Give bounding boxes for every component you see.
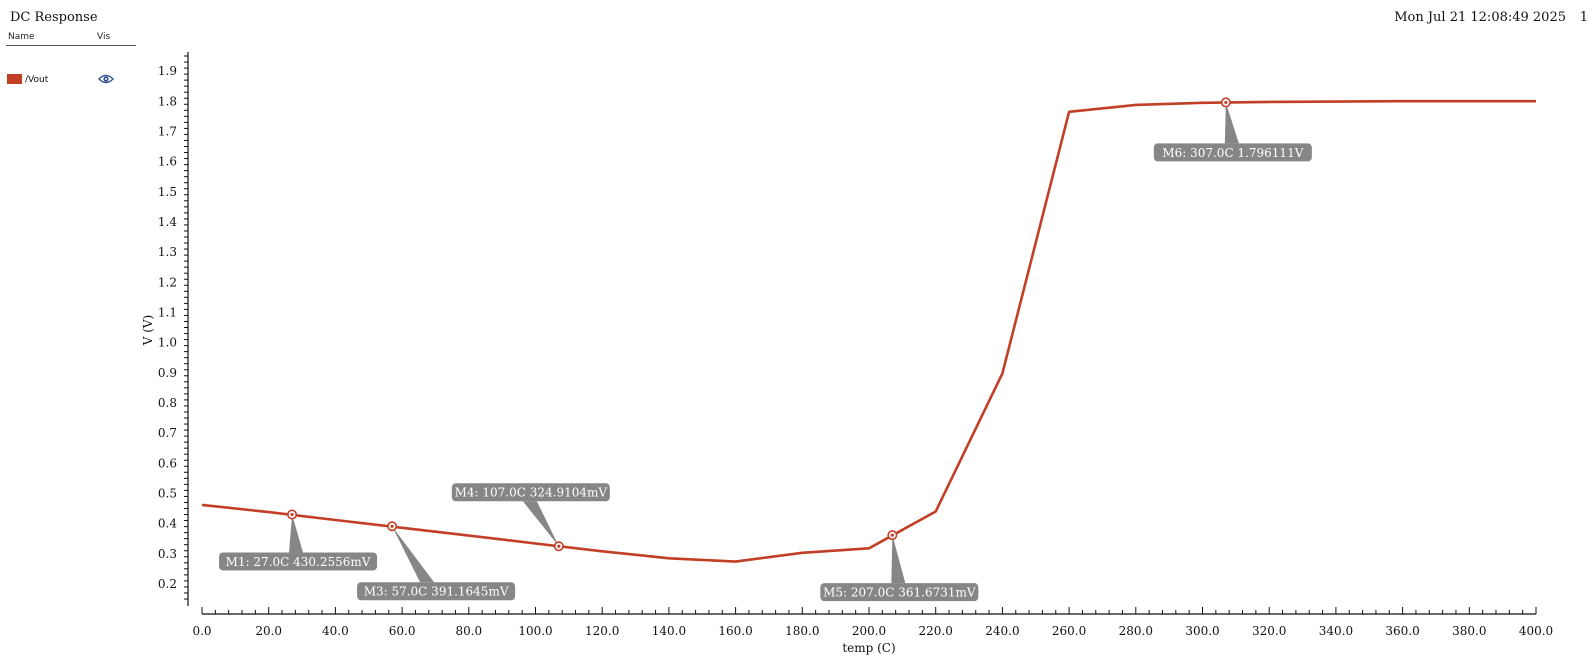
y-tick-label: 0.6: [158, 456, 177, 470]
marker-dot-center: [890, 533, 894, 537]
marker-m5[interactable]: M5: 207.0C 361.6731mV: [820, 530, 979, 602]
y-tick-label: 1.5: [158, 185, 177, 199]
legend-header-name: Name: [8, 32, 35, 42]
y-tick-label: 0.2: [158, 577, 177, 591]
timestamp: Mon Jul 21 12:08:49 2025: [1394, 10, 1566, 25]
y-tick-label: 0.9: [158, 366, 177, 380]
x-tick-label: 200.0: [852, 624, 886, 638]
x-tick-label: 0.0: [192, 624, 211, 638]
y-tick-label: 1.0: [158, 336, 177, 350]
x-tick-label: 140.0: [652, 624, 686, 638]
x-tick-label: 240.0: [985, 624, 1019, 638]
x-tick-label: 280.0: [1119, 624, 1153, 638]
x-axis-title: temp (C): [842, 641, 895, 655]
marker-m3[interactable]: M3: 57.0C 391.1645mV: [357, 521, 516, 601]
marker-label: M3: 57.0C 391.1645mV: [364, 585, 509, 599]
legend-header-vis: Vis: [97, 32, 111, 42]
marker-layer: M1: 27.0C 430.2556mV M3: 57.0C 391.1645mV…: [219, 97, 1312, 602]
x-tick-label: 60.0: [389, 624, 416, 638]
y-tick-label: 0.8: [158, 396, 177, 410]
marker-callout: [289, 514, 304, 553]
series-layer: [201, 99, 1536, 563]
y-tick-label: 1.8: [158, 94, 177, 108]
marker-label-box: [219, 552, 378, 571]
marker-m4[interactable]: M4: 107.0C 324.9104mV: [451, 483, 610, 552]
marker-label: M5: 207.0C 361.6731mV: [823, 586, 976, 600]
x-axis: 0.0 20.0 40.0 60.0 80.0 100.0 120.0 140.0 160.0 1…: [192, 607, 1553, 638]
y-tick-label: 0.5: [158, 486, 177, 500]
x-tick-label: 380.0: [1452, 624, 1486, 638]
marker-dot-center: [1224, 100, 1228, 105]
marker-label-box: [1153, 143, 1312, 162]
marker-label: M6: 307.0C 1.796111V: [1162, 146, 1303, 160]
x-tick-label: 80.0: [455, 624, 482, 638]
x-tick-label: 260.0: [1052, 624, 1086, 638]
y-tick-label: 0.4: [158, 517, 177, 531]
y-axis-title: V (V): [141, 315, 155, 347]
legend-panel: Name Vis /Vout: [6, 32, 136, 88]
x-tick-label: 40.0: [322, 624, 349, 638]
marker-callout: [392, 526, 435, 583]
y-axis: 0.2 0.3 0.4 0.5 0.6 0.7 0.8 0.9 1.0 1.1 1.2 1.3 1.4 1…: [158, 52, 189, 606]
y-tick-label: 0.7: [158, 426, 177, 440]
marker-dot-center: [557, 544, 561, 548]
x-tick-label: 160.0: [718, 624, 752, 638]
y-tick-label: 1.3: [158, 245, 177, 259]
x-tick-label: 320.0: [1252, 624, 1286, 638]
y-tick-label: 1.4: [158, 215, 177, 229]
marker-m1[interactable]: M1: 27.0C 430.2556mV: [219, 509, 378, 571]
marker-label: M4: 107.0C 324.9104mV: [455, 486, 608, 500]
window-title: DC Response: [10, 10, 98, 25]
x-tick-label: 20.0: [255, 624, 282, 638]
x-tick-label: 340.0: [1319, 624, 1353, 638]
eye-icon[interactable]: [98, 73, 114, 85]
marker-label-box: [357, 582, 516, 601]
x-tick-label: 220.0: [919, 624, 953, 638]
x-tick-label: 120.0: [585, 624, 619, 638]
x-tick-label: 360.0: [1385, 624, 1419, 638]
marker-label-box: [451, 483, 610, 502]
x-tick-label: 400.0: [1519, 624, 1553, 638]
x-tick-label: 300.0: [1185, 624, 1219, 638]
marker-label: M1: 27.0C 430.2556mV: [226, 555, 371, 569]
legend-item-label: /Vout: [25, 75, 49, 85]
page-number: 1: [1579, 10, 1588, 25]
marker-label-box: [820, 583, 979, 602]
y-tick-label: 1.1: [158, 305, 177, 319]
legend-swatch: [7, 74, 22, 84]
marker-dot-center: [390, 524, 394, 528]
y-tick-label: 1.2: [158, 275, 177, 289]
y-tick-label: 0.3: [158, 547, 177, 561]
x-tick-label: 100.0: [518, 624, 552, 638]
series-line-vout: [201, 99, 1536, 563]
legend-header: Name Vis: [6, 32, 136, 46]
marker-callout: [891, 535, 906, 584]
y-tick-label: 1.9: [158, 64, 177, 78]
marker-dot-center: [290, 512, 294, 517]
legend-item-vout[interactable]: /Vout: [6, 72, 136, 88]
y-tick-label: 1.7: [158, 124, 177, 138]
marker-callout: [522, 501, 559, 547]
marker-callout: [1224, 102, 1239, 144]
y-tick-label: 1.6: [158, 155, 177, 169]
marker-m6[interactable]: M6: 307.0C 1.796111V: [1153, 97, 1312, 162]
x-tick-label: 180.0: [785, 624, 819, 638]
